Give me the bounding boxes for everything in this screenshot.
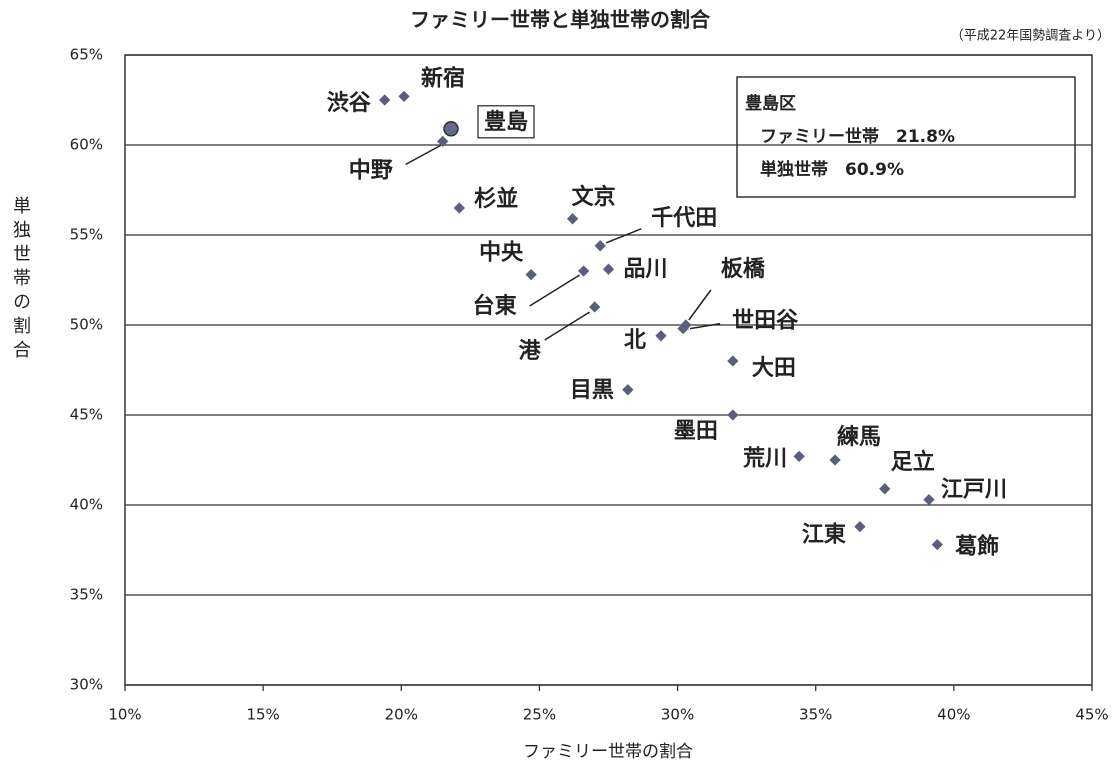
point <box>793 450 805 463</box>
point-label: 杉並 <box>474 186 518 212</box>
point-label: 板橋 <box>721 257 766 282</box>
point <box>589 301 601 313</box>
point-label: 世田谷 <box>732 309 799 334</box>
leader-line <box>605 228 642 244</box>
point-label: 品川 <box>623 257 667 282</box>
point <box>622 384 634 396</box>
point-label: 中野 <box>349 158 393 183</box>
y-axis-label: 単独世帯の割合 <box>10 196 31 364</box>
x-axis-label: ファミリー世帯の割合 <box>523 742 693 762</box>
point <box>525 268 537 281</box>
x-tick-label: 30% <box>661 706 694 724</box>
y-tick-label: 60% <box>70 136 103 154</box>
point-label: 北 <box>624 328 646 353</box>
y-tick-label: 65% <box>70 46 103 64</box>
y-tick-label: 45% <box>70 406 103 424</box>
point-label: 墨田 <box>674 419 718 444</box>
point <box>602 263 615 275</box>
chart-title: ファミリー世帯と単独世帯の割合 <box>410 8 711 32</box>
y-tick-label: 55% <box>70 226 103 244</box>
x-tick-label: 20% <box>385 706 418 724</box>
point <box>727 409 739 421</box>
label-box <box>477 105 535 139</box>
point <box>829 454 841 466</box>
point <box>931 538 943 551</box>
plot-frame <box>124 54 1093 686</box>
point-label: 足立 <box>891 449 935 475</box>
point-label: 港 <box>519 339 542 364</box>
leader-line <box>544 311 591 341</box>
point <box>854 520 866 533</box>
point-label: 千代田 <box>651 206 717 231</box>
leader-line <box>529 274 581 307</box>
point <box>566 213 579 225</box>
point <box>655 330 667 342</box>
point-label: 江東 <box>802 523 846 548</box>
point-label: 練馬 <box>837 424 881 450</box>
y-tick-label: 35% <box>70 586 103 604</box>
info-line: ファミリー世帯 21.8% <box>760 126 955 147</box>
y-tick-label: 40% <box>70 496 103 514</box>
point-label: 大田 <box>752 356 796 381</box>
point-label: 台東 <box>473 293 517 319</box>
info-box <box>736 76 1076 198</box>
point <box>437 135 449 148</box>
point <box>923 493 935 506</box>
point-label: 豊島 <box>484 109 528 135</box>
leader-line <box>689 322 721 330</box>
chart-subtitle: （平成22年国勢調査より） <box>951 29 1110 44</box>
point <box>453 202 465 214</box>
point <box>727 355 739 367</box>
point-label: 葛飾 <box>954 534 999 560</box>
x-tick-label: 25% <box>523 706 556 724</box>
point-label: 荒川 <box>743 446 787 471</box>
point <box>594 240 606 252</box>
point-label: 目黒 <box>570 378 614 403</box>
x-tick-label: 15% <box>246 706 279 724</box>
point <box>577 265 590 277</box>
y-tick-label: 50% <box>70 316 103 334</box>
point <box>879 483 891 495</box>
info-line: 単独世帯 60.9% <box>760 159 904 180</box>
point <box>677 322 689 335</box>
info-title: 豊島区 <box>745 93 796 114</box>
point-label: 江戸川 <box>941 478 1007 503</box>
x-tick-label: 10% <box>108 706 141 724</box>
x-tick-label: 35% <box>799 706 832 724</box>
point-label: 文京 <box>572 184 616 210</box>
y-tick-label: 30% <box>70 676 103 694</box>
x-tick-label: 45% <box>1075 706 1108 724</box>
point <box>443 121 459 137</box>
leader-line <box>405 144 442 166</box>
leader-line <box>688 289 712 321</box>
x-tick-label: 40% <box>937 706 970 724</box>
point-label: 新宿 <box>421 65 465 91</box>
point-label: 渋谷 <box>327 90 372 116</box>
point-label: 中央 <box>479 240 524 266</box>
